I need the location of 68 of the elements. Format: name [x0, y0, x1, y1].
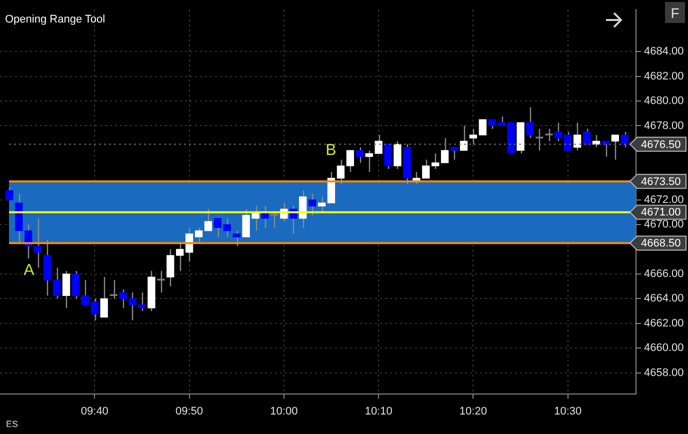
ref-line-label: 4673.50: [641, 176, 681, 188]
candlestick: [81, 280, 90, 306]
candlestick: [232, 230, 240, 247]
y-tick-label: 4666.00: [644, 268, 684, 280]
candlestick: [460, 125, 468, 152]
candlestick: [469, 128, 478, 145]
candlestick: [214, 218, 222, 238]
candlestick: [365, 150, 373, 173]
text: ES: [6, 419, 18, 429]
y-tick-label: 4660.00: [644, 342, 684, 354]
candlestick: [611, 134, 619, 160]
annotation: A: [24, 262, 35, 279]
candlestick: [34, 218, 42, 268]
candlestick: [574, 122, 582, 152]
candlestick: [223, 218, 231, 238]
x-tick-label: 10:00: [270, 405, 298, 418]
candlestick: [6, 186, 14, 200]
candlestick: [336, 159, 345, 186]
candlestick: [308, 193, 316, 216]
candlestick: [564, 131, 572, 152]
candlestick: [545, 128, 553, 142]
candlestick: [72, 270, 80, 300]
chart-title: Opening Range Tool: [5, 14, 106, 26]
ref-line-label: 4668.50: [641, 238, 681, 250]
candlestick: [90, 298, 98, 321]
ref-line-label: 4676.50: [641, 138, 681, 151]
candlestick: [478, 119, 487, 136]
candlestick: [204, 208, 212, 232]
candlestick: [110, 280, 118, 300]
candlestick: [488, 118, 496, 130]
ref-line-label: 4671.00: [641, 206, 681, 219]
candlestick: [582, 128, 591, 145]
x-tick-label: 09:50: [176, 405, 204, 418]
candlestick: [318, 196, 326, 213]
candlestick: [100, 276, 108, 318]
y-tick-label: 4662.00: [644, 317, 684, 330]
candlestick: [166, 248, 174, 287]
y-tick-label: 4670.00: [644, 218, 684, 231]
candlestick: [620, 131, 628, 148]
candlestick: [526, 106, 534, 139]
y-tick-label: 4658.00: [644, 366, 684, 379]
text: F: [670, 5, 680, 21]
candlestick: [62, 270, 70, 309]
annotation: B: [326, 142, 336, 159]
y-tick-label: 4680.00: [644, 95, 684, 108]
x-tick-label: 10:10: [364, 405, 392, 418]
candlestick: [422, 159, 430, 179]
candlestick: [536, 128, 544, 152]
candlestick: [270, 212, 278, 228]
candlestick: [432, 152, 440, 170]
candlestick: [440, 137, 449, 164]
candlestick: [346, 150, 354, 173]
candlestick: [374, 134, 382, 154]
y-tick-label: 4672.00: [644, 194, 684, 206]
candlestick: [52, 267, 61, 300]
candlestick: [384, 144, 392, 170]
y-tick-label: 4682.00: [644, 70, 684, 82]
candlestick: [176, 242, 184, 272]
x-tick-label: 09:40: [80, 405, 108, 418]
candlestick: [450, 146, 458, 160]
candlestick: [356, 146, 364, 164]
y-tick-label: 4678.00: [644, 120, 684, 132]
candlestick: [194, 227, 203, 244]
candlestick: [394, 140, 402, 170]
x-tick-label: 10:20: [459, 405, 487, 418]
y-tick-label: 4664.00: [644, 292, 684, 305]
x-tick-label: 10:30: [554, 405, 582, 418]
y-tick-label: 4684.00: [644, 46, 684, 58]
